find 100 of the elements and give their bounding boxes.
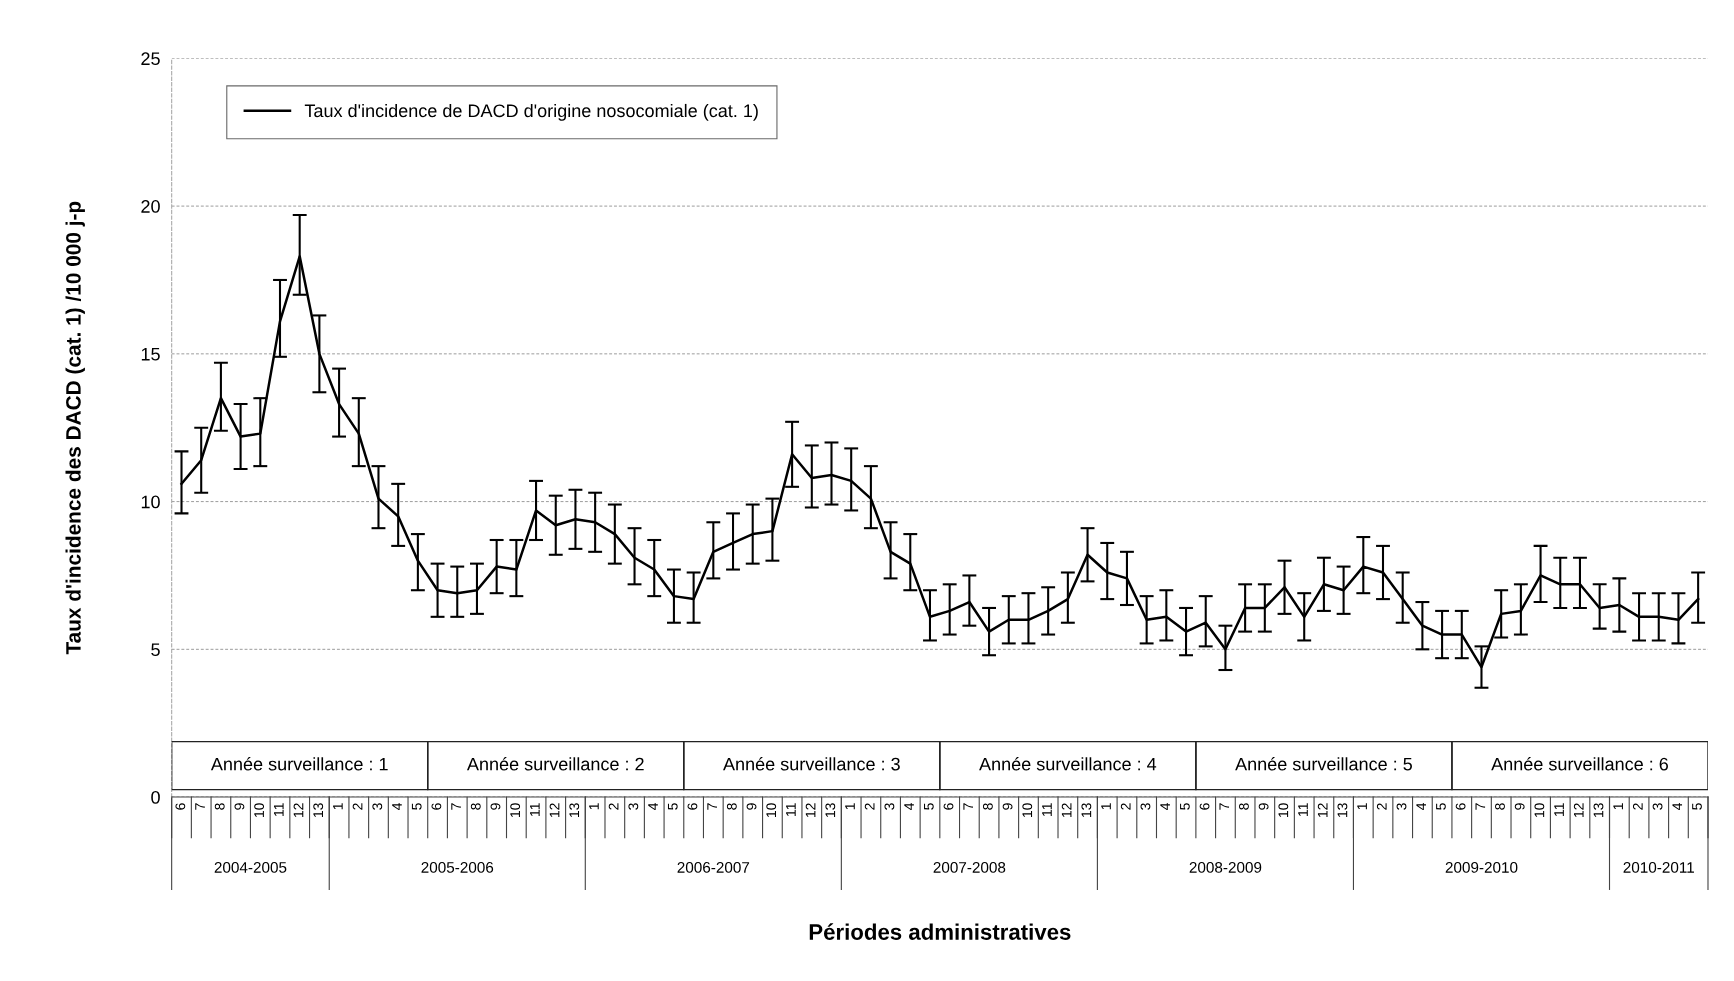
x-tick-label: 4 (392, 803, 402, 811)
x-tick-label: 7 (451, 803, 461, 810)
x-tick-label: 5 (924, 803, 934, 810)
x-tick-label: 9 (234, 803, 245, 810)
y-tick-label: 5 (151, 643, 160, 657)
x-tick-label: 1 (1101, 803, 1111, 810)
x-tick-label: 12 (805, 803, 816, 818)
x-tick-label: 12 (549, 803, 560, 818)
x-tick-label: 13 (569, 803, 580, 818)
x-tick-label: 11 (530, 803, 540, 816)
x-tick-label: 1 (1357, 803, 1367, 810)
x-tick-label: 12 (293, 803, 304, 818)
x-tick-label: 3 (1140, 803, 1151, 810)
x-tick-label: 4 (1672, 803, 1683, 811)
x-tick-label: 10 (1534, 803, 1545, 818)
x-tick-label: 12 (1061, 803, 1072, 818)
legend-label: Taux d'incidence de DACD d'origine nosocomiale (cat. 1) (304, 103, 758, 121)
x-tick-label: 13 (1593, 803, 1604, 818)
x-tick-label: 3 (1396, 803, 1407, 810)
annotation: Année surveillance : 5 (1235, 757, 1412, 771)
x-tick-label: 13 (1081, 803, 1092, 818)
x-tick-label: 9 (746, 803, 757, 810)
x-tick-label: 9 (490, 803, 501, 810)
x-tick-label: 4 (904, 803, 914, 811)
x-tick-label: 3 (372, 803, 383, 810)
x-tick-label: 6 (175, 803, 186, 810)
x-tick-label: 4 (648, 803, 658, 811)
text: 2007-2008 (933, 862, 1006, 873)
x-tick-label: 2 (1376, 803, 1387, 810)
x-tick-label: 11 (786, 803, 796, 816)
x-tick-label: 8 (214, 803, 225, 810)
x-tick-label: 11 (1042, 803, 1052, 816)
y-tick-label: 0 (151, 791, 160, 804)
x-tick-label: 10 (254, 803, 265, 818)
x-tick-label: 8 (1239, 803, 1249, 810)
x-tick-label: 13 (825, 803, 836, 818)
x-tick-label: 5 (667, 803, 678, 810)
x-tick-label: 12 (1317, 803, 1328, 818)
x-tick-label: 9 (1514, 803, 1525, 810)
annotation: Année surveillance : 4 (979, 757, 1157, 771)
x-tick-label: 3 (884, 803, 895, 810)
x-tick-label: 3 (1652, 803, 1663, 810)
x-tick-label: 10 (510, 803, 521, 818)
text: 2005-2006 (421, 862, 494, 873)
x-tick-label: 5 (1436, 803, 1446, 810)
x-tick-label: 1 (589, 803, 599, 810)
x-tick-label: 5 (1180, 803, 1190, 810)
x-tick-label: 11 (1554, 803, 1564, 816)
x-tick-label: 11 (274, 803, 284, 816)
x-tick-label: 6 (1455, 803, 1466, 810)
text: 2008-2009 (1189, 862, 1262, 873)
x-tick-label: 8 (1495, 803, 1505, 810)
x-tick-label: 11 (1298, 803, 1308, 816)
x-tick-label: 7 (1475, 803, 1486, 810)
x-tick-label: 6 (943, 803, 954, 810)
x-tick-label: 1 (1613, 803, 1623, 810)
text: 2010-2011 (1623, 862, 1694, 873)
x-tick-label: 5 (411, 803, 422, 810)
x-tick-label: 1 (333, 803, 343, 810)
x-tick-label: 6 (1199, 803, 1210, 810)
annotation: Année surveillance : 1 (210, 757, 388, 771)
x-tick-label: 6 (687, 803, 698, 810)
annotation: Année surveillance : 2 (466, 757, 644, 771)
x-tick-label: 6 (431, 803, 442, 810)
x-tick-label: 8 (470, 803, 481, 810)
x-tick-label: 4 (1416, 803, 1426, 811)
x-tick-label: 7 (195, 803, 205, 810)
text: 2009-2010 (1445, 862, 1518, 873)
x-tick-label: 2 (608, 803, 619, 810)
x-tick-label: 8 (726, 803, 737, 810)
x-tick-label: 13 (313, 803, 324, 818)
x-axis-title: Périodes administratives (809, 923, 1071, 940)
x-tick-label: 2 (1632, 803, 1643, 810)
x-tick-label: 7 (707, 803, 717, 810)
x-tick-label: 3 (628, 803, 639, 810)
x-tick-label: 10 (1022, 803, 1033, 818)
x-tick-label: 2 (1120, 803, 1131, 810)
y-axis-title: Taux d'incidence des DACD (cat. 1) /10 000 j-p (65, 201, 85, 655)
x-tick-label: 10 (1278, 803, 1289, 818)
y-tick-label: 10 (141, 495, 160, 509)
annotation: Année surveillance : 3 (723, 757, 900, 771)
y-tick-label: 25 (141, 52, 160, 66)
x-tick-label: 2 (864, 803, 875, 810)
x-tick-label: 13 (1337, 803, 1348, 818)
x-tick-label: 7 (963, 803, 973, 810)
x-tick-label: 4 (1160, 803, 1170, 811)
x-tick-label: 5 (1692, 803, 1702, 810)
y-tick-label: 15 (141, 347, 160, 361)
x-tick-label: 7 (1219, 803, 1230, 810)
x-tick-label: 10 (766, 803, 777, 818)
y-tick-label: 20 (141, 200, 160, 213)
x-tick-label: 9 (1258, 803, 1269, 810)
x-tick-label: 8 (982, 803, 993, 810)
text: 2006-2007 (677, 862, 750, 873)
x-tick-label: 2 (352, 803, 363, 810)
x-tick-label: 1 (845, 803, 855, 810)
text: 2004-2005 (214, 862, 287, 873)
x-tick-label: 12 (1573, 803, 1584, 818)
x-tick-label: 9 (1002, 803, 1013, 810)
annotation: Année surveillance : 6 (1491, 757, 1668, 771)
